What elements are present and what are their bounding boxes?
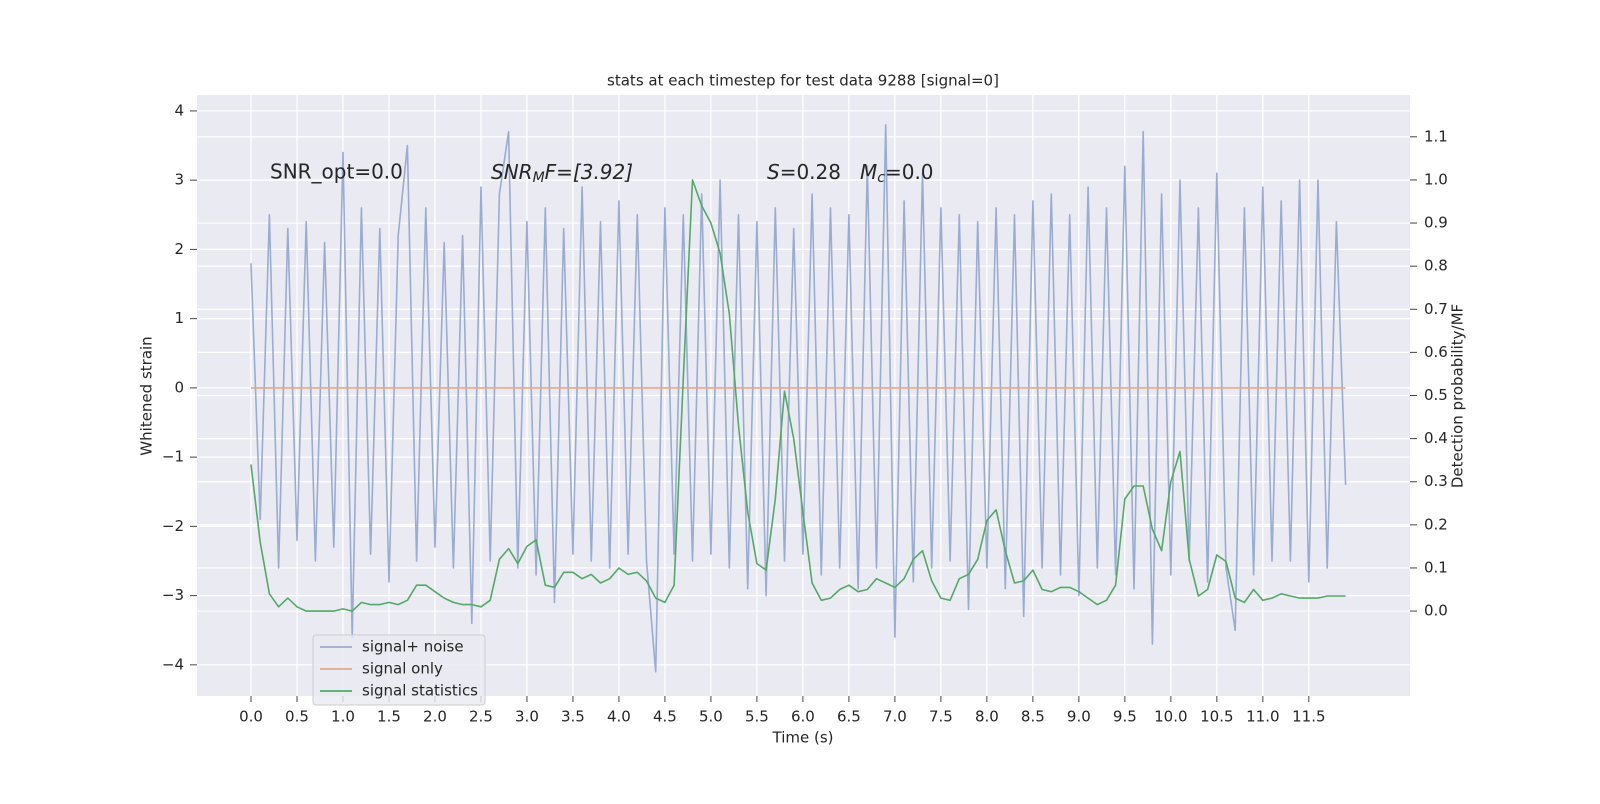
y2-tick-label: 0.9 (1424, 214, 1448, 232)
y-tick-label: −3 (162, 586, 184, 604)
y-tick-label: −4 (162, 655, 184, 673)
x-tick-label: 4.5 (653, 708, 677, 726)
chart-title: stats at each timestep for test data 928… (607, 72, 999, 90)
y-tick-label: −1 (162, 448, 184, 466)
annotation-part: M (533, 170, 545, 186)
annotation-part: M (860, 160, 877, 184)
x-tick-label: 1.0 (331, 708, 355, 726)
x-tick-label: 2.5 (469, 708, 493, 726)
x-tick-label: 7.0 (883, 708, 907, 726)
lines (250, 124, 1347, 673)
y-tick-label: 0 (174, 378, 184, 396)
legend-label: signal only (362, 660, 443, 678)
x-tick-label: 11.0 (1246, 708, 1279, 726)
y2-axis-label: Detection probability/MF (1449, 304, 1467, 488)
x-tick-label: 10.0 (1154, 708, 1187, 726)
annotation: SNRMF=[3.92] (491, 160, 633, 187)
x-tick-label: 8.5 (1021, 708, 1045, 726)
x-tick-label: 6.0 (791, 708, 815, 726)
y2-tick-label: 0.1 (1424, 558, 1448, 576)
y2-tick-label: 0.4 (1424, 429, 1448, 447)
x-tick-label: 3.5 (561, 708, 585, 726)
legend-box (312, 634, 486, 706)
y-axis-label: Whitened strain (138, 336, 156, 455)
y2-tick-label: 1.0 (1424, 170, 1448, 188)
x-tick-label: 1.5 (377, 708, 401, 726)
y2-tick-label: 0.6 (1424, 343, 1448, 361)
x-tick-label: 5.0 (699, 708, 723, 726)
y-tick-label: −2 (162, 517, 184, 535)
legend: signal+ noise signal only signal statistic… (312, 634, 486, 706)
x-tick-label: 11.5 (1292, 708, 1325, 726)
x-tick-label: 0.0 (239, 708, 263, 726)
y-tick-label: 1 (174, 309, 184, 327)
x-axis-label: Time (s) (772, 729, 834, 747)
y-tick-label: 3 (174, 171, 184, 189)
annotation-part: F=[3.92] (545, 160, 633, 184)
x-tick-label: 4.0 (607, 708, 631, 726)
x-tick-label: 6.5 (837, 708, 861, 726)
ticks: 0.0 0.5 1.0 1.5 2.0 2.5 3.0 3.5 4.0 4.5 5.0 5.5 6.0 6… (162, 101, 1448, 725)
annotation-part: S (767, 160, 780, 184)
x-tick-label: 3.0 (515, 708, 539, 726)
y2-tick-label: 0.7 (1424, 300, 1448, 318)
x-tick-label: 0.5 (285, 708, 309, 726)
x-tick-label: 8.0 (975, 708, 999, 726)
annotation: SNR_opt=0.0 (270, 160, 403, 184)
y-tick-label: 2 (174, 240, 184, 258)
annotation-part: SNR (491, 160, 533, 184)
y2-tick-label: 0.8 (1424, 257, 1448, 275)
y2-tick-label: 0.5 (1424, 386, 1448, 404)
annotation-part: =0.28 (780, 160, 841, 184)
annotation-part: c (877, 170, 885, 186)
y2-tick-label: 1.1 (1424, 127, 1448, 145)
annotation-part: =0.0 (885, 160, 934, 184)
x-tick-label: 9.5 (1113, 708, 1137, 726)
annotation: S=0.28 (767, 160, 841, 184)
y2-tick-label: 0.2 (1424, 515, 1448, 533)
y-tick-label: 4 (174, 101, 184, 119)
legend-label: signal statistics (362, 682, 478, 700)
x-tick-label: 2.0 (423, 708, 447, 726)
y2-tick-label: 0.0 (1424, 602, 1448, 620)
annotation: Mc=0.0 (860, 160, 934, 187)
series-line (250, 124, 1347, 673)
y2-tick-label: 0.3 (1424, 472, 1448, 490)
legend-label: signal+ noise (362, 638, 464, 656)
x-tick-label: 5.5 (745, 708, 769, 726)
x-tick-label: 10.5 (1200, 708, 1233, 726)
x-tick-label: 7.5 (929, 708, 953, 726)
series-line (250, 179, 1346, 612)
x-tick-label: 9.0 (1067, 708, 1091, 726)
